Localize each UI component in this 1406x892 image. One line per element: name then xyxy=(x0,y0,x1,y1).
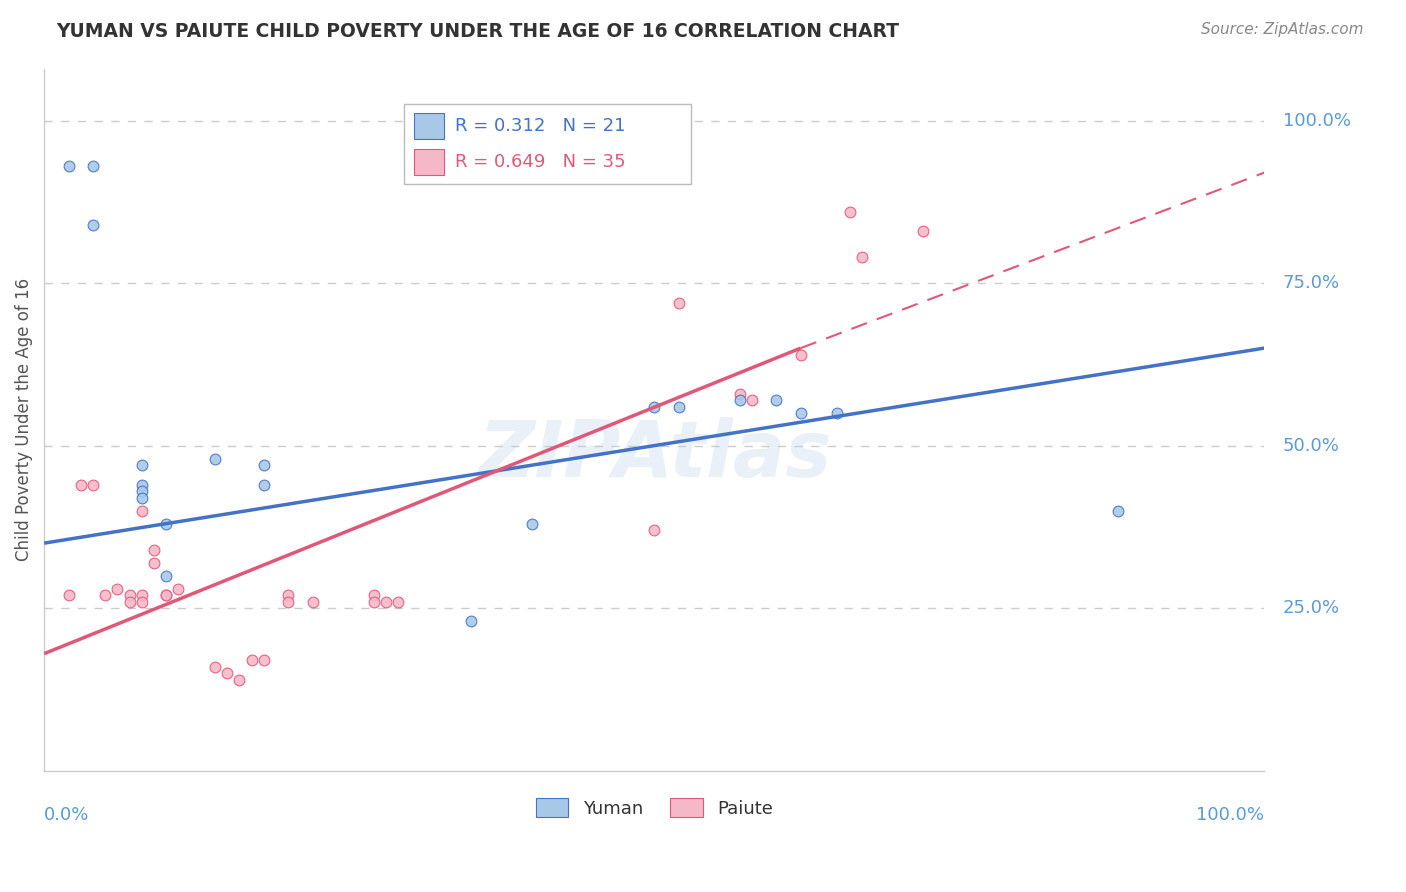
Point xyxy=(155,588,177,602)
Text: 100.0%: 100.0% xyxy=(1197,805,1264,824)
Point xyxy=(668,400,690,414)
Point xyxy=(131,491,153,505)
Point xyxy=(790,348,813,362)
Point xyxy=(118,588,141,602)
Point xyxy=(131,484,153,499)
Point xyxy=(851,250,873,264)
Point xyxy=(131,503,153,517)
Point xyxy=(253,653,276,667)
FancyBboxPatch shape xyxy=(404,103,690,185)
Text: R = 0.312   N = 21: R = 0.312 N = 21 xyxy=(456,117,626,136)
Point xyxy=(82,218,104,232)
Text: Source: ZipAtlas.com: Source: ZipAtlas.com xyxy=(1201,22,1364,37)
Point xyxy=(790,406,813,420)
Point xyxy=(643,523,665,537)
Point xyxy=(240,653,263,667)
Point xyxy=(460,614,482,628)
Point xyxy=(58,159,80,173)
Point xyxy=(131,594,153,608)
Text: R = 0.649   N = 35: R = 0.649 N = 35 xyxy=(456,153,626,170)
Point xyxy=(131,477,153,491)
Y-axis label: Child Poverty Under the Age of 16: Child Poverty Under the Age of 16 xyxy=(15,278,32,561)
Point xyxy=(118,594,141,608)
Point xyxy=(1107,503,1129,517)
Text: ZIPAtlas: ZIPAtlas xyxy=(478,417,831,492)
Point xyxy=(131,458,153,472)
Point xyxy=(522,516,544,531)
Point xyxy=(301,594,323,608)
Text: 100.0%: 100.0% xyxy=(1282,112,1351,129)
Point xyxy=(363,588,385,602)
Point xyxy=(82,159,104,173)
Point xyxy=(204,451,226,466)
Point xyxy=(253,458,276,472)
Point xyxy=(741,393,763,408)
Text: 75.0%: 75.0% xyxy=(1282,274,1340,292)
Point xyxy=(668,295,690,310)
FancyBboxPatch shape xyxy=(413,113,444,139)
Point xyxy=(643,400,665,414)
Point xyxy=(228,673,250,687)
Point xyxy=(167,582,190,596)
Text: 0.0%: 0.0% xyxy=(44,805,90,824)
Point xyxy=(911,224,934,238)
Point xyxy=(155,568,177,582)
Text: YUMAN VS PAIUTE CHILD POVERTY UNDER THE AGE OF 16 CORRELATION CHART: YUMAN VS PAIUTE CHILD POVERTY UNDER THE … xyxy=(56,22,900,41)
Point xyxy=(253,477,276,491)
Point xyxy=(374,594,396,608)
Point xyxy=(728,386,751,401)
Point xyxy=(131,588,153,602)
Text: 50.0%: 50.0% xyxy=(1282,436,1340,455)
Point xyxy=(94,588,117,602)
Point xyxy=(69,477,91,491)
Point xyxy=(204,659,226,673)
Point xyxy=(155,516,177,531)
Point xyxy=(387,594,409,608)
Point xyxy=(155,588,177,602)
Point xyxy=(58,588,80,602)
Point xyxy=(765,393,787,408)
Legend: Yuman, Paiute: Yuman, Paiute xyxy=(529,791,780,825)
Point xyxy=(363,594,385,608)
Point xyxy=(728,393,751,408)
Point xyxy=(277,594,299,608)
Point xyxy=(82,477,104,491)
Point xyxy=(277,588,299,602)
Point xyxy=(142,542,165,557)
Text: 25.0%: 25.0% xyxy=(1282,599,1340,617)
FancyBboxPatch shape xyxy=(413,149,444,175)
Point xyxy=(217,666,239,681)
Point xyxy=(827,406,849,420)
Point xyxy=(105,582,128,596)
Point xyxy=(838,204,860,219)
Point xyxy=(142,556,165,570)
